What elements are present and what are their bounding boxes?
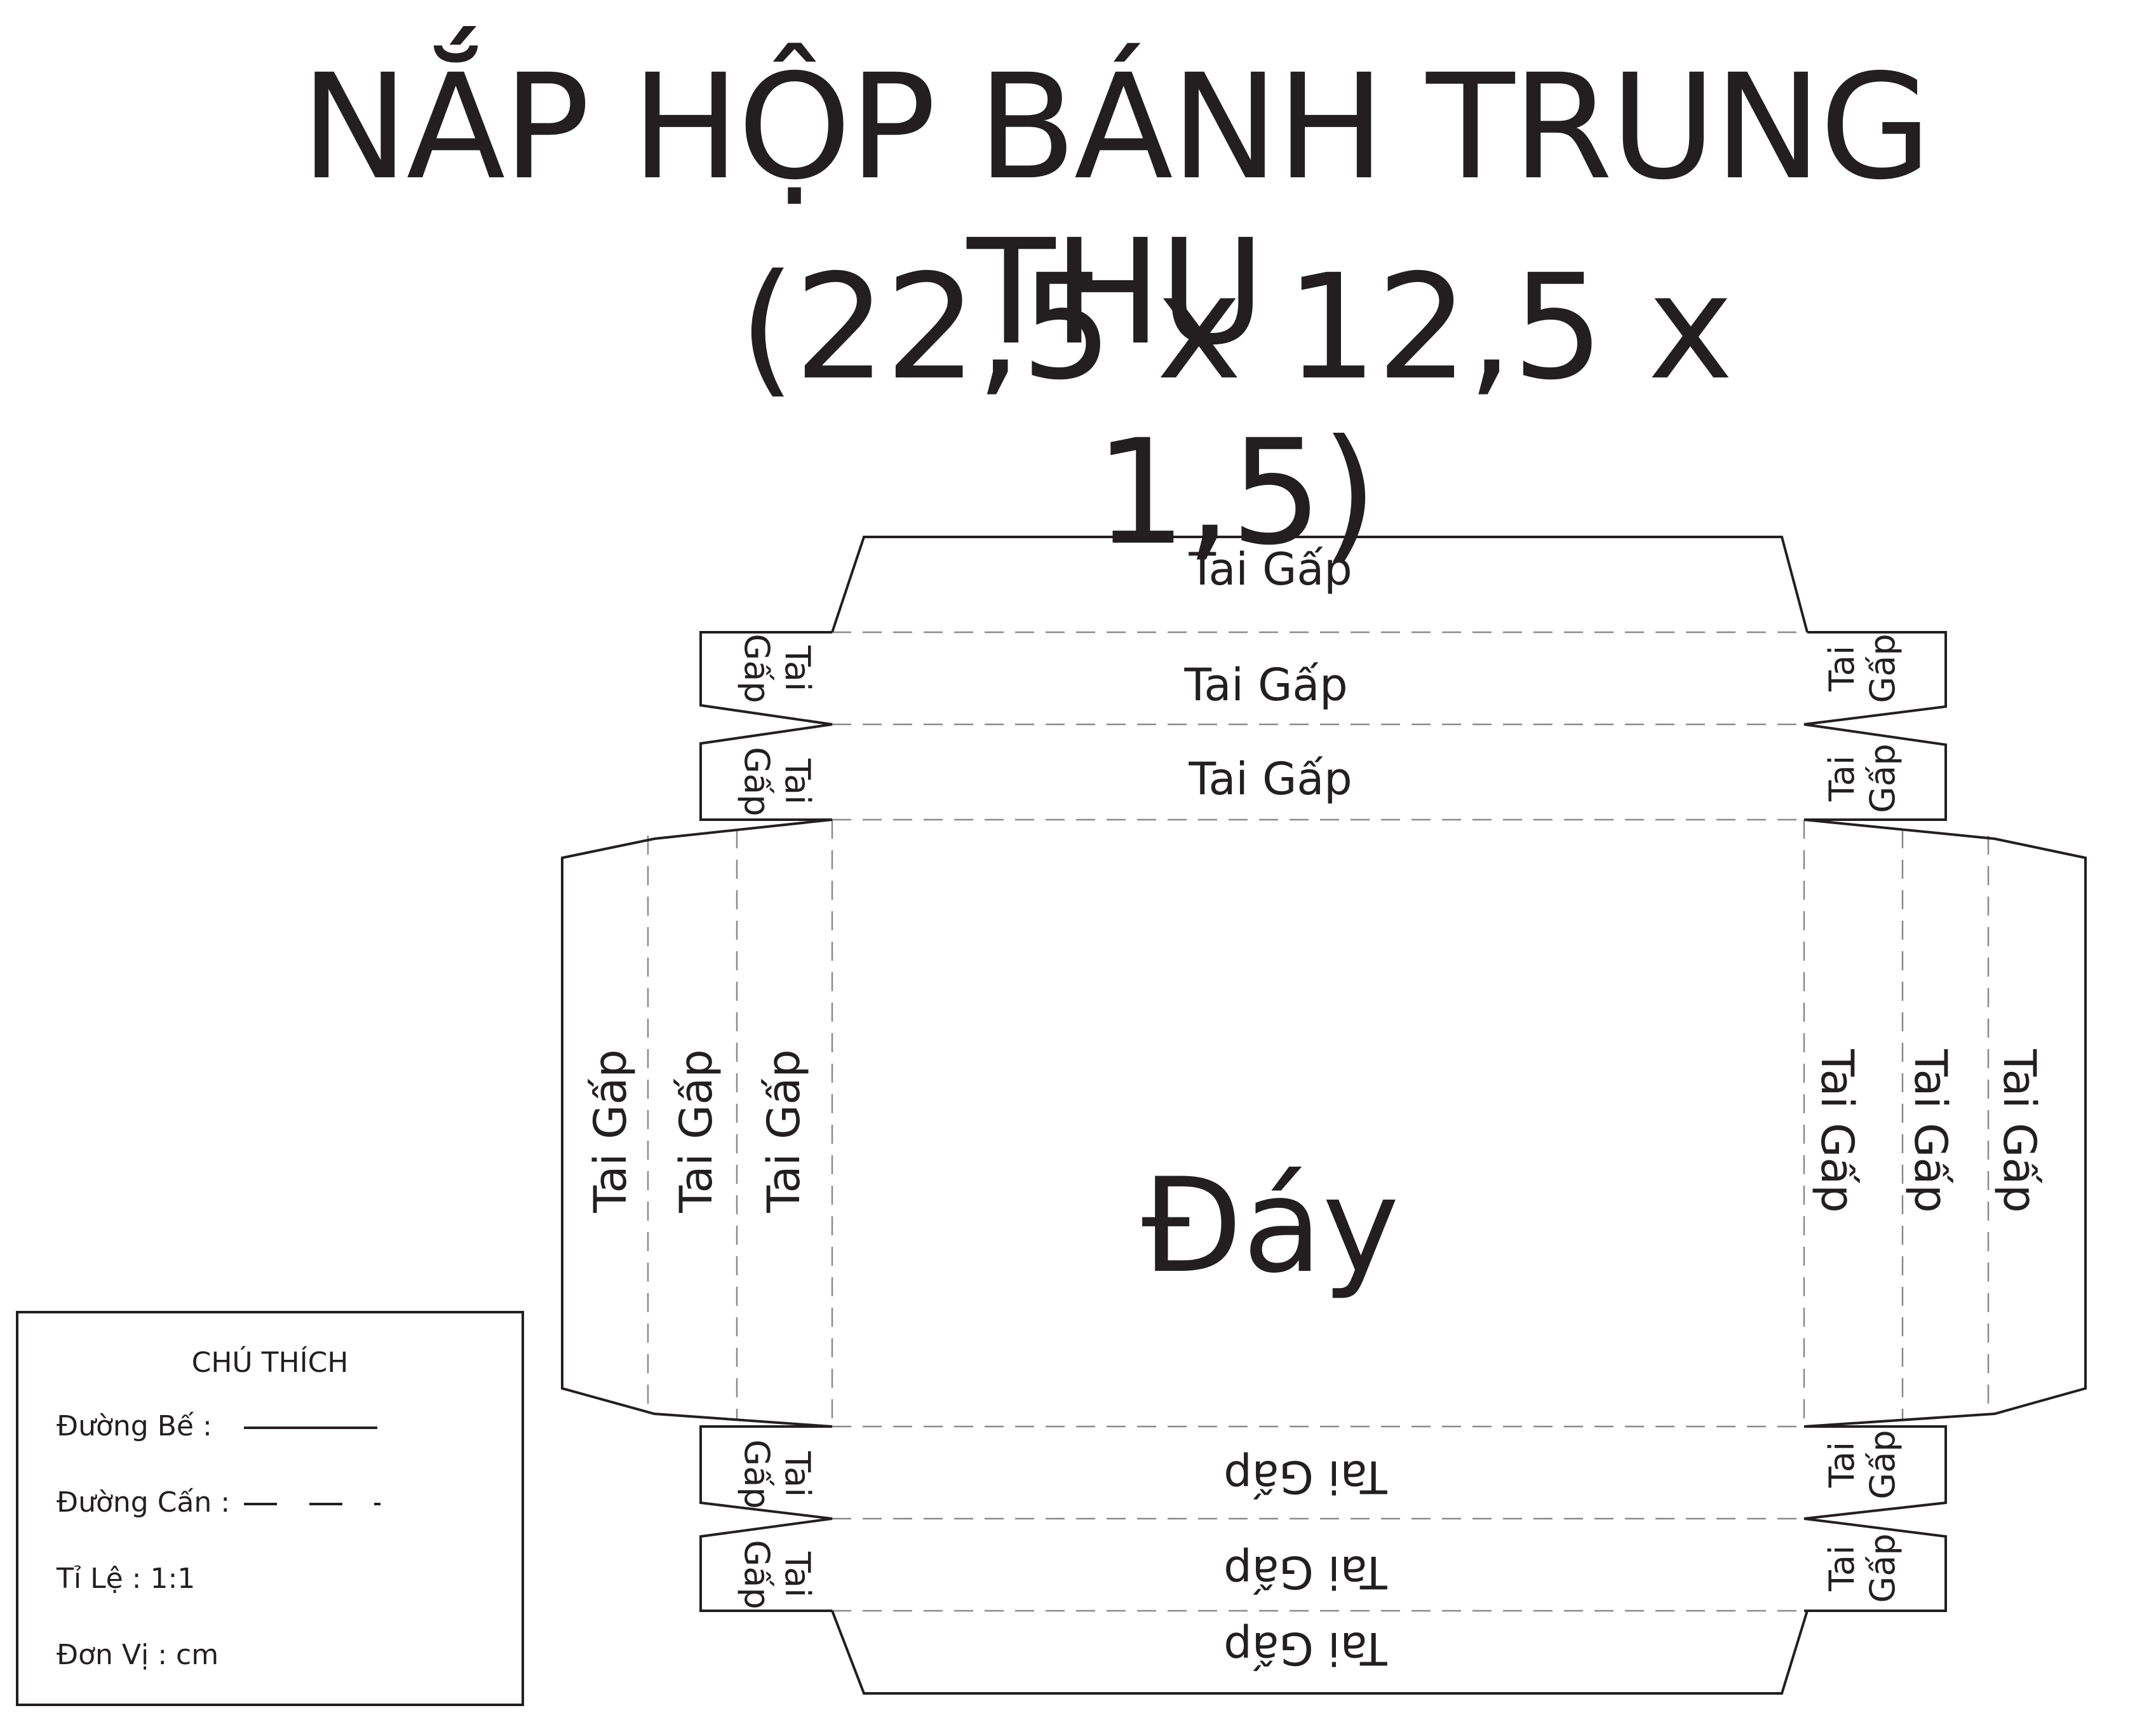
flap-label: Tai Gấp [1188, 753, 1352, 805]
corner-flap-word: Gấp [1863, 634, 1903, 703]
corner-flap-word: Gấp [1863, 1430, 1903, 1499]
legend-title: CHÚ THÍCH [191, 1346, 349, 1379]
corner-flap-label: Tai Gấp [1822, 634, 1903, 703]
legend-cut-line-label: Đường Bế : [57, 1410, 212, 1442]
corner-flap-label: Tai Gấp [1822, 1430, 1903, 1499]
flap-label: Tai Gấp [670, 1049, 722, 1213]
cut-lines [561, 536, 2087, 1695]
flap-label: Tai Gấp [1811, 1048, 1863, 1212]
flap-label: Tai Gấp [1223, 1622, 1387, 1674]
legend-fold-line-sample [374, 1503, 381, 1505]
cut-line [831, 1610, 1809, 1695]
corner-flap-word: Gấp [737, 634, 777, 703]
cut-line [699, 1425, 833, 1612]
flap-label: Tai Gấp [1223, 1546, 1387, 1598]
legend-fold-line-sample [244, 1503, 277, 1505]
cut-line [1803, 1425, 1947, 1612]
legend-fold-line-sample [309, 1503, 342, 1505]
legend-scale: Tỉ Lệ : 1:1 [57, 1562, 196, 1595]
corner-flap-label: Tai Gấp [1822, 743, 1903, 813]
flap-label: Tai Gấp [758, 1049, 810, 1213]
bottom-panel-label: Đáy [1142, 1151, 1399, 1302]
corner-flap-word: Tai [778, 645, 818, 691]
labels: Đáy Tai Gấp Tai Gấp Tai Gấp Tai Gấp Tai … [584, 543, 2045, 1674]
corner-flap-label: Tai Gấp [737, 747, 818, 816]
flap-label: Tai Gấp [584, 1049, 637, 1213]
cut-line [561, 818, 833, 1428]
legend-box: CHÚ THÍCH Đường Bế : Đường Cấn : Tỉ Lệ :… [16, 1311, 524, 1706]
legend-unit: Đơn Vị : cm [57, 1639, 219, 1671]
corner-flap-word: Gấp [737, 1540, 777, 1609]
corner-flap-word: Tai [778, 1451, 818, 1497]
corner-flap-word: Gấp [737, 1439, 777, 1508]
corner-flap-label: Tai Gấp [1822, 1533, 1903, 1603]
corner-flap-label: Tai Gấp [737, 634, 818, 703]
diagram-dimensions: (22,5 x 12,5 x 1,5) [739, 243, 1734, 577]
corner-flap-label: Tai Gấp [737, 1540, 818, 1609]
cut-line [831, 536, 1809, 633]
corner-flap-word: Tai [1822, 756, 1862, 802]
flap-label: Tai Gấp [1188, 543, 1352, 595]
flap-label: Tai Gấp [1993, 1048, 2045, 1212]
corner-flap-word: Tai [1822, 1442, 1862, 1488]
cut-line [1803, 818, 2087, 1428]
corner-flap-label: Tai Gấp [737, 1439, 818, 1508]
corner-flap-word: Gấp [1863, 743, 1903, 813]
legend-cut-line-sample [244, 1427, 377, 1429]
flap-label: Tai Gấp [1183, 659, 1347, 711]
corner-flap-word: Tai [1822, 646, 1862, 692]
corner-flap-word: Tai [778, 758, 818, 804]
flap-label: Tai Gấp [1904, 1048, 1957, 1212]
corner-flap-word: Gấp [1863, 1533, 1903, 1603]
fold-lines [647, 631, 1990, 1612]
cut-line [1803, 631, 1947, 821]
corner-flap-word: Gấp [737, 747, 777, 816]
cut-line [699, 631, 833, 821]
corner-flap-word: Tai [1822, 1545, 1862, 1592]
corner-flap-word: Tai [778, 1551, 818, 1597]
legend-fold-line-label: Đường Cấn : [57, 1486, 231, 1519]
flap-label: Tai Gấp [1223, 1451, 1387, 1503]
diagram-title: NẮP HỘP BÁNH TRUNG THU [300, 43, 1932, 377]
